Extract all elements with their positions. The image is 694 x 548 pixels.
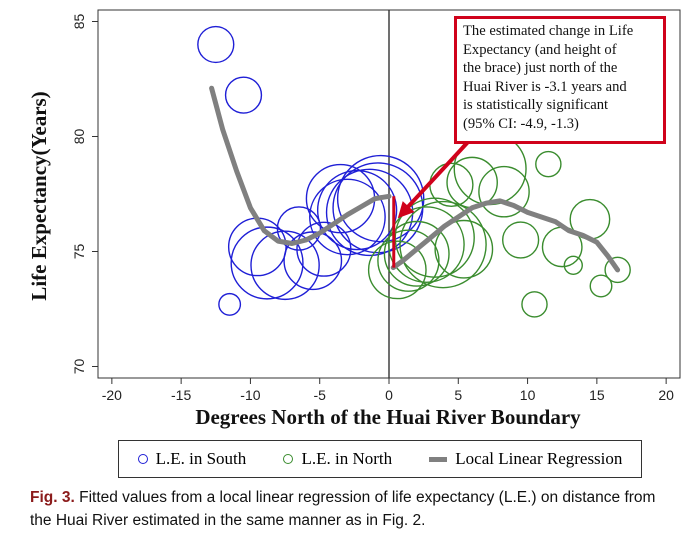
legend: L.E. in South L.E. in North Local Linear… [118, 440, 642, 478]
x-tick-label: 10 [520, 387, 536, 403]
x-tick-label: 15 [589, 387, 605, 403]
x-axis-title: Degrees North of the Huai River Boundary [195, 405, 581, 429]
data-point [521, 291, 548, 318]
data-point [218, 292, 242, 316]
legend-item-regression: Local Linear Regression [429, 449, 622, 469]
legend-item-north: L.E. in North [283, 449, 392, 469]
regression-line [390, 198, 621, 273]
annotation-line: Huai River is -3.1 years and [463, 78, 627, 95]
annotation-arrow [402, 140, 470, 213]
x-tick-label: -10 [240, 387, 260, 403]
chart: -20 -15 -10 -5 0 5 10 15 20 70 75 80 85 Degrees Nort… [27, 9, 681, 429]
annotation-line: is statistically significant [463, 97, 609, 113]
circle-marker-icon [137, 454, 148, 464]
annotation-line: the brace) just north of the [463, 60, 618, 76]
x-tick-label: 0 [385, 387, 393, 403]
data-point [434, 219, 494, 279]
data-point [388, 206, 465, 283]
annotation-box: The estimated change in Life Expectancy … [454, 16, 666, 144]
x-tick-label: 20 [658, 387, 674, 403]
data-point [535, 150, 562, 178]
regression-line [209, 85, 392, 246]
x-tick-label: -20 [102, 387, 122, 403]
data-point [367, 240, 427, 300]
data-point [250, 230, 320, 301]
plot-area: -20 -15 -10 -5 0 5 10 15 20 70 75 80 85 [71, 9, 681, 403]
data-point [502, 221, 540, 259]
legend-label: L.E. in South [155, 449, 247, 468]
annotation-line: (95% CI: -4.9, -1.3) [463, 115, 579, 132]
y-tick-label: 85 [71, 14, 87, 30]
y-tick-label: 75 [71, 244, 87, 260]
figure-caption: Fig. 3. Fitted values from a local linea… [30, 486, 680, 532]
data-point [276, 206, 322, 251]
x-tick-label: -15 [171, 387, 191, 403]
legend-item-south: L.E. in South [137, 449, 247, 469]
x-tick-label: -5 [313, 387, 326, 403]
data-point [563, 255, 583, 275]
data-point [478, 165, 530, 218]
legend-label: Local Linear Regression [455, 449, 623, 468]
x-tick-label: 5 [454, 387, 462, 403]
annotation-line: The estimated change in Life [463, 23, 634, 39]
data-point [197, 25, 235, 64]
data-point [230, 226, 304, 300]
data-point [377, 229, 440, 292]
data-point [336, 154, 425, 243]
annotation-line: Expectancy (and height of [463, 41, 617, 58]
data-point [429, 162, 474, 208]
y-axis-title: Life Expectancy(Years) [27, 91, 51, 300]
data-point [224, 76, 263, 114]
y-tick-label: 80 [71, 129, 87, 145]
arrowhead-icon [397, 201, 415, 219]
caption-text: Fitted values from a local linear regres… [30, 489, 656, 529]
data-point [309, 178, 386, 256]
data-point [399, 200, 487, 289]
line-marker-icon [429, 456, 448, 462]
legend-label: L.E. in North [301, 449, 393, 468]
y-tick-label: 70 [71, 359, 87, 375]
data-point [383, 220, 450, 287]
data-point [589, 274, 613, 298]
data-point [604, 256, 631, 284]
circle-marker-icon [283, 454, 294, 464]
caption-fig-label: Fig. 3. [30, 489, 75, 506]
